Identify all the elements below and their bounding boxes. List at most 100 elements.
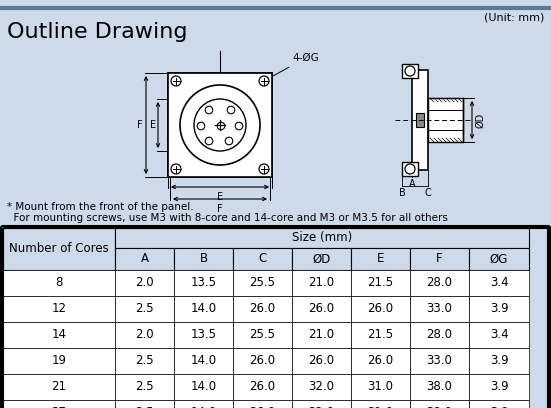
Bar: [174, 270, 233, 296]
Circle shape: [194, 99, 246, 151]
Bar: [115, 228, 529, 248]
Text: C: C: [425, 188, 431, 198]
Bar: [174, 374, 233, 400]
Bar: [174, 400, 233, 408]
Bar: [402, 162, 418, 176]
Bar: [351, 400, 410, 408]
Text: 38.0: 38.0: [426, 381, 452, 393]
Bar: [233, 322, 292, 348]
Circle shape: [259, 164, 269, 174]
Bar: [115, 348, 174, 374]
Bar: [410, 270, 469, 296]
Text: 2.5: 2.5: [135, 302, 154, 315]
Text: 14: 14: [51, 328, 67, 341]
Circle shape: [259, 76, 269, 86]
Circle shape: [225, 137, 233, 145]
Bar: [412, 70, 428, 170]
Text: E: E: [150, 120, 156, 130]
Bar: [3, 322, 115, 348]
Bar: [168, 73, 272, 177]
Bar: [469, 248, 529, 270]
Text: B: B: [398, 188, 406, 198]
Text: 37: 37: [52, 406, 67, 408]
Bar: [292, 248, 351, 270]
Circle shape: [405, 66, 415, 76]
Text: * Mount from the front of the panel.: * Mount from the front of the panel.: [7, 202, 193, 212]
Text: E: E: [377, 253, 384, 266]
Bar: [292, 296, 351, 322]
Text: 31.0: 31.0: [368, 406, 393, 408]
Text: For mounting screws, use M3 with 8-core and 14-core and M3 or M3.5 for all other: For mounting screws, use M3 with 8-core …: [7, 213, 448, 223]
Bar: [174, 248, 233, 270]
Bar: [292, 322, 351, 348]
Bar: [233, 296, 292, 322]
Bar: [115, 374, 174, 400]
Bar: [3, 374, 115, 400]
Bar: [469, 296, 529, 322]
Text: 33.0: 33.0: [426, 302, 452, 315]
Text: 14.0: 14.0: [191, 302, 217, 315]
Bar: [469, 322, 529, 348]
Text: 26.0: 26.0: [309, 355, 334, 368]
Bar: [292, 270, 351, 296]
Bar: [3, 228, 548, 408]
Bar: [469, 374, 529, 400]
Bar: [3, 228, 115, 270]
Bar: [174, 296, 233, 322]
Bar: [351, 248, 410, 270]
Text: 13.5: 13.5: [191, 277, 217, 290]
Circle shape: [405, 164, 415, 174]
Circle shape: [205, 137, 213, 145]
Text: 2.5: 2.5: [135, 406, 154, 408]
Text: 21.0: 21.0: [309, 277, 334, 290]
Circle shape: [205, 106, 213, 114]
Text: F: F: [217, 204, 223, 214]
Bar: [410, 400, 469, 408]
Text: 26.0: 26.0: [250, 302, 276, 315]
Bar: [469, 270, 529, 296]
Bar: [233, 400, 292, 408]
Bar: [402, 64, 418, 78]
Text: 2.0: 2.0: [135, 277, 154, 290]
Text: 28.0: 28.0: [426, 328, 452, 341]
Text: 2.5: 2.5: [135, 355, 154, 368]
Text: 38.0: 38.0: [426, 406, 452, 408]
Bar: [351, 374, 410, 400]
Text: 26.0: 26.0: [368, 302, 393, 315]
Bar: [410, 296, 469, 322]
Bar: [168, 73, 272, 177]
Text: 13.5: 13.5: [191, 328, 217, 341]
Bar: [351, 270, 410, 296]
Text: E: E: [217, 192, 223, 202]
Text: A: A: [141, 253, 149, 266]
Text: 2.5: 2.5: [135, 381, 154, 393]
Text: 32.0: 32.0: [309, 406, 334, 408]
Text: F: F: [436, 253, 443, 266]
Text: 26.0: 26.0: [309, 302, 334, 315]
Text: 3.4: 3.4: [490, 328, 509, 341]
Text: Outline Drawing: Outline Drawing: [7, 22, 187, 42]
Bar: [3, 400, 115, 408]
Text: Number of Cores: Number of Cores: [9, 242, 109, 255]
Circle shape: [171, 76, 181, 86]
Bar: [469, 348, 529, 374]
Text: Size (mm): Size (mm): [292, 231, 352, 244]
Text: (Unit: mm): (Unit: mm): [484, 13, 544, 23]
Circle shape: [217, 122, 225, 130]
Text: 32.0: 32.0: [309, 381, 334, 393]
Text: 21: 21: [51, 381, 67, 393]
Circle shape: [235, 122, 243, 130]
Text: 12: 12: [51, 302, 67, 315]
Polygon shape: [170, 75, 270, 175]
Bar: [233, 270, 292, 296]
Text: 26.0: 26.0: [250, 355, 276, 368]
Text: 26.0: 26.0: [368, 355, 393, 368]
Bar: [115, 270, 174, 296]
Bar: [351, 322, 410, 348]
Bar: [115, 400, 174, 408]
Bar: [469, 400, 529, 408]
Circle shape: [171, 164, 181, 174]
Text: 3.4: 3.4: [490, 277, 509, 290]
Text: 25.5: 25.5: [250, 328, 276, 341]
Bar: [233, 348, 292, 374]
